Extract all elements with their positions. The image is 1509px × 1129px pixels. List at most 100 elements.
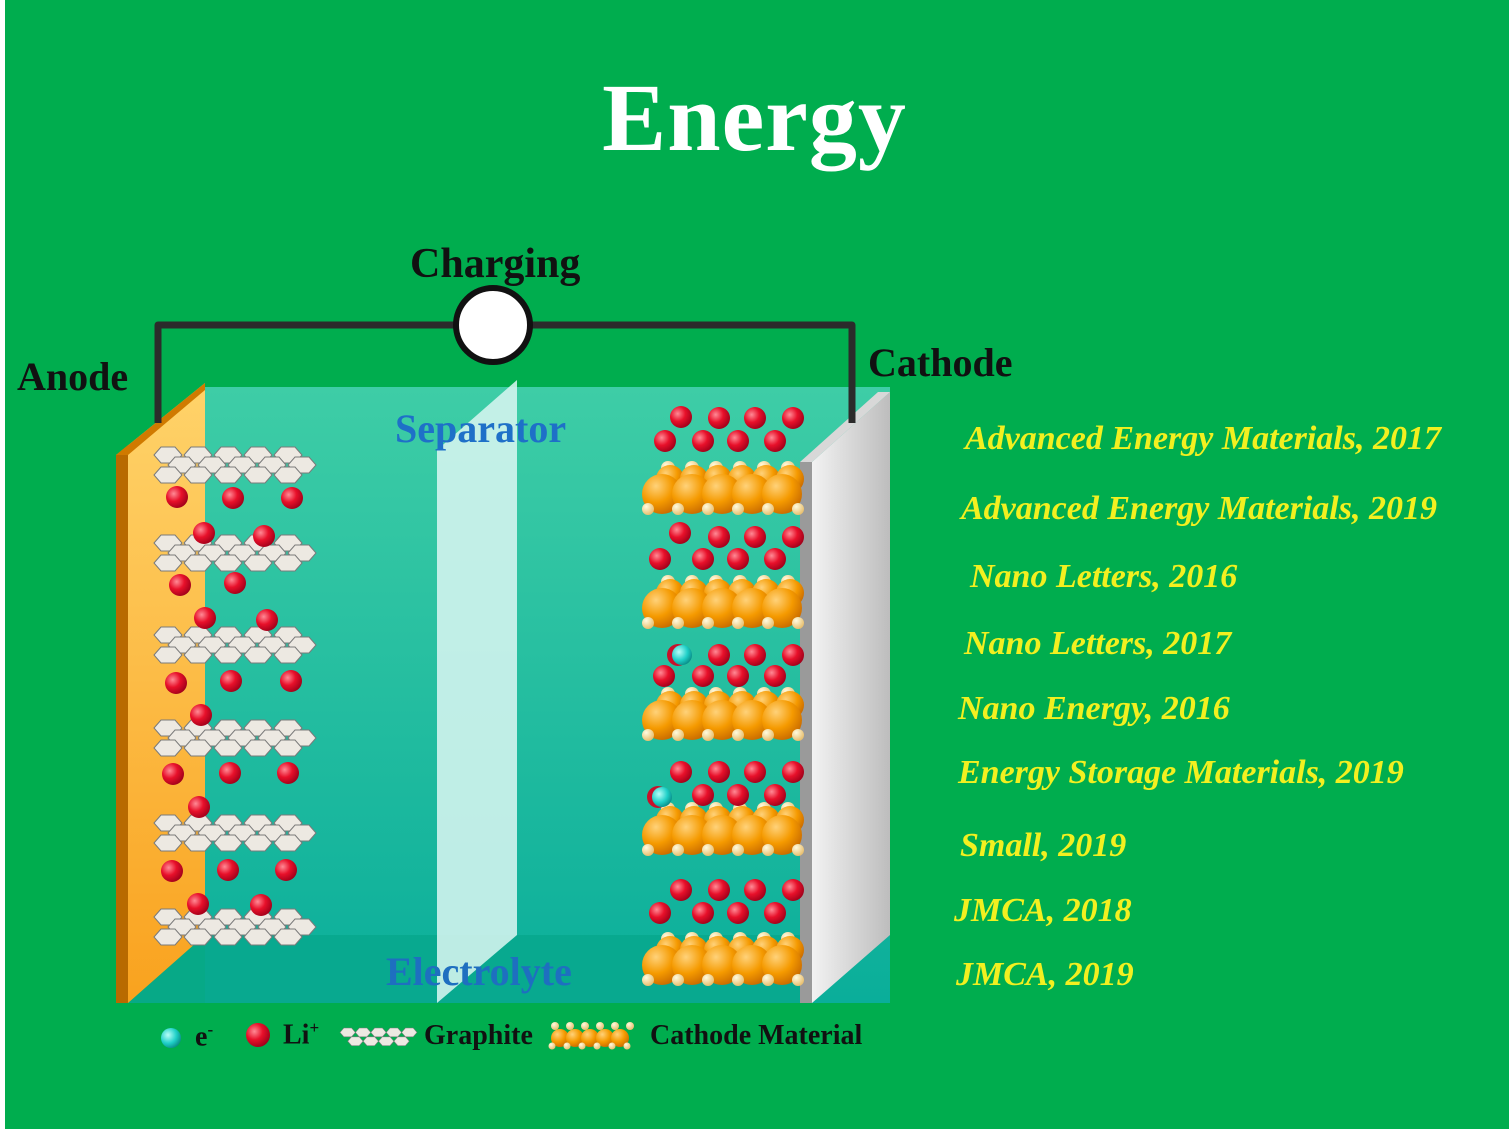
lithium-ion (764, 430, 786, 452)
reference-item: Advanced Energy Materials, 2017 (965, 420, 1441, 457)
lithium-ion (782, 879, 804, 901)
reference-item: JMCA, 2018 (954, 892, 1132, 929)
lithium-ion (188, 796, 210, 818)
lithium-ion (275, 859, 297, 881)
lithium-ion (220, 670, 242, 692)
graphite-sheet (153, 446, 317, 484)
lithium-ion (670, 879, 692, 901)
lithium-ion (190, 704, 212, 726)
lithium-ion (708, 761, 730, 783)
lithium-ion (162, 763, 184, 785)
anode-label: Anode (17, 354, 129, 399)
reference-item: JMCA, 2019 (956, 956, 1134, 993)
graphite-icon (339, 1027, 418, 1046)
power-source-icon (453, 285, 533, 365)
cathode-material-sheet (642, 687, 804, 741)
lithium-ion (764, 902, 786, 924)
lithium-ion (253, 525, 275, 547)
lithium-ion (727, 784, 749, 806)
electron-icon (161, 1028, 181, 1048)
lithium-ion (744, 879, 766, 901)
cathode-label: Cathode (868, 340, 1013, 385)
cathode-material-sheet (642, 802, 804, 856)
graphite-sheet (153, 534, 317, 572)
reference-item: Small, 2019 (960, 827, 1127, 864)
lithium-ion (649, 902, 671, 924)
lithium-ion (187, 893, 209, 915)
reference-item: Nano Energy, 2016 (958, 690, 1230, 727)
legend-icons (161, 1022, 634, 1050)
lithium-ion (744, 761, 766, 783)
graphite-sheet (153, 719, 317, 757)
lithium-ion (669, 522, 691, 544)
lithium-ion-icon (246, 1023, 270, 1047)
lithium-ion (692, 430, 714, 452)
lithium-ion (653, 665, 675, 687)
graphite-sheet (153, 908, 317, 946)
lithium-ion (169, 574, 191, 596)
lithium-ion (219, 762, 241, 784)
lithium-ion (744, 644, 766, 666)
lithium-ion (708, 407, 730, 429)
electrolyte-label: Electrolyte (386, 949, 572, 994)
lithium-ion (727, 902, 749, 924)
lithium-ion (708, 879, 730, 901)
electron (672, 645, 692, 665)
lithium-ion (281, 487, 303, 509)
lithium-ion (193, 522, 215, 544)
lithium-ion (764, 665, 786, 687)
reference-item: Nano Letters, 2016 (970, 558, 1238, 595)
cathode-material-sheet (642, 575, 804, 629)
lithium-ion (161, 860, 183, 882)
cathode-material-layers (642, 461, 804, 986)
lithium-ion (744, 407, 766, 429)
lithium-ion (670, 761, 692, 783)
lithium-ion (782, 526, 804, 548)
lithium-ion (654, 430, 676, 452)
lithium-ion (280, 670, 302, 692)
lithium-ion (222, 487, 244, 509)
lithium-ion (670, 406, 692, 428)
lithium-ion (217, 859, 239, 881)
legend-electron: e- (195, 1020, 213, 1053)
cathode-material-sheet (642, 932, 804, 986)
separator-label: Separator (395, 406, 567, 451)
legend-lithium-text: Li (283, 1019, 310, 1051)
graphite-sheet (153, 814, 317, 852)
lithium-ion (727, 665, 749, 687)
cathode-material-sheet (642, 461, 804, 515)
legend-electron-text: e (195, 1021, 208, 1053)
page-title: Energy (602, 64, 907, 171)
lithium-ion (250, 894, 272, 916)
lithium-ion (764, 784, 786, 806)
lithium-ion (692, 548, 714, 570)
lithium-ion (692, 902, 714, 924)
lithium-ion (165, 672, 187, 694)
cathode-material-icon (548, 1022, 634, 1050)
ion-particles (161, 406, 804, 924)
lithium-ion (224, 572, 246, 594)
reference-item: Energy Storage Materials, 2019 (958, 754, 1404, 791)
lithium-ion (782, 761, 804, 783)
lithium-ion (782, 644, 804, 666)
cathode-plate (800, 392, 890, 1003)
graphite-sheet (153, 626, 317, 664)
lithium-ion (194, 607, 216, 629)
legend-lithium: Li+ (283, 1018, 319, 1051)
lithium-ion (782, 407, 804, 429)
lithium-ion (692, 665, 714, 687)
lithium-ion (708, 526, 730, 548)
lithium-ion (277, 762, 299, 784)
legend-electron-sup: - (207, 1020, 214, 1039)
legend-lithium-sup: + (309, 1018, 320, 1037)
reference-item: Advanced Energy Materials, 2019 (961, 490, 1437, 527)
electron (652, 787, 672, 807)
lithium-ion (256, 609, 278, 631)
legend-cathode-material: Cathode Material (650, 1020, 863, 1051)
lithium-ion (708, 644, 730, 666)
lithium-ion (764, 548, 786, 570)
lithium-ion (649, 548, 671, 570)
lithium-ion (692, 784, 714, 806)
reference-item: Nano Letters, 2017 (964, 625, 1232, 662)
